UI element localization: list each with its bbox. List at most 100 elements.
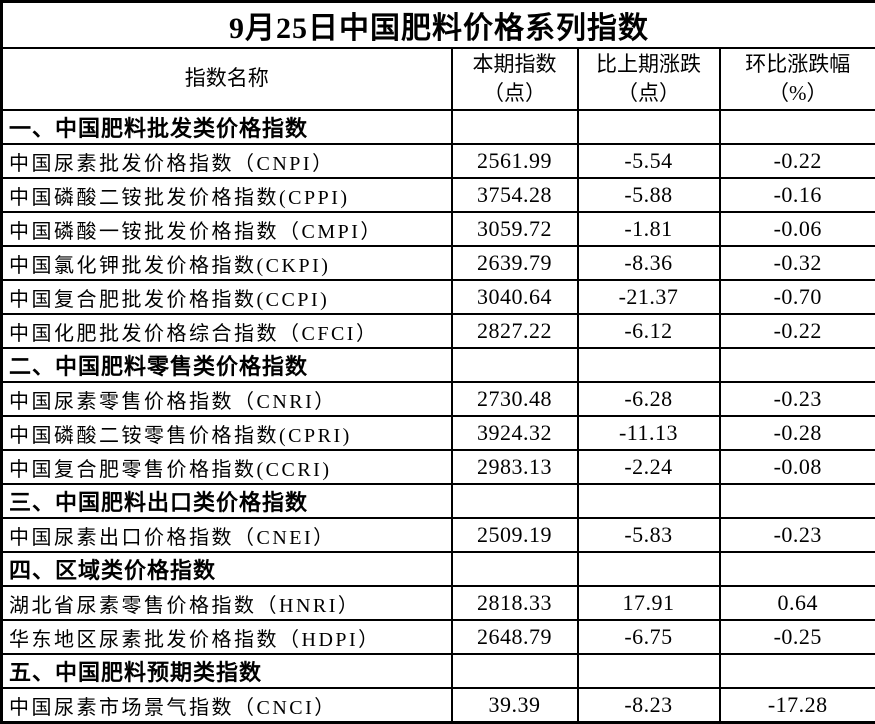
- empty-cell: [578, 654, 720, 688]
- table-row: 华东地区尿素批发价格指数（HDPI）2648.79-6.75-0.25: [2, 620, 875, 654]
- change-cell: -2.24: [578, 450, 720, 484]
- change-cell: 17.91: [578, 586, 720, 620]
- pct-change-cell: -0.06: [720, 212, 875, 246]
- index-name-cell: 中国尿素批发价格指数（CNPI）: [2, 144, 452, 178]
- pct-change-cell: -0.23: [720, 518, 875, 552]
- empty-cell: [578, 484, 720, 518]
- column-header-index-name: 指数名称: [2, 48, 452, 110]
- current-index-cell: 2639.79: [452, 246, 578, 280]
- empty-cell: [452, 348, 578, 382]
- change-cell: -5.54: [578, 144, 720, 178]
- column-header-change: 比上期涨跌 （点）: [578, 48, 720, 110]
- empty-cell: [578, 110, 720, 144]
- current-index-cell: 39.39: [452, 688, 578, 723]
- index-name-cell: 中国复合肥零售价格指数(CCRI): [2, 450, 452, 484]
- empty-cell: [720, 110, 875, 144]
- index-name-cell: 中国磷酸二铵零售价格指数(CPRI): [2, 416, 452, 450]
- current-index-cell: 2730.48: [452, 382, 578, 416]
- change-cell: -5.88: [578, 178, 720, 212]
- table-row: 中国磷酸二铵批发价格指数(CPPI)3754.28-5.88-0.16: [2, 178, 875, 212]
- change-cell: -8.36: [578, 246, 720, 280]
- column-header-row: 指数名称 本期指数 （点） 比上期涨跌 （点） 环比涨跌幅 （%）: [2, 48, 875, 110]
- table-row: 中国尿素批发价格指数（CNPI）2561.99-5.54-0.22: [2, 144, 875, 178]
- pct-change-cell: -17.28: [720, 688, 875, 723]
- current-index-cell: 2818.33: [452, 586, 578, 620]
- empty-cell: [720, 654, 875, 688]
- table-row: 中国尿素零售价格指数（CNRI）2730.48-6.28-0.23: [2, 382, 875, 416]
- table-row: 中国复合肥零售价格指数(CCRI)2983.13-2.24-0.08: [2, 450, 875, 484]
- table-row: 中国复合肥批发价格指数(CCPI)3040.64-21.37-0.70: [2, 280, 875, 314]
- empty-cell: [578, 552, 720, 586]
- pct-change-cell: -0.23: [720, 382, 875, 416]
- index-name-cell: 中国氯化钾批发价格指数(CKPI): [2, 246, 452, 280]
- table-row: 中国化肥批发价格综合指数（CFCI）2827.22-6.12-0.22: [2, 314, 875, 348]
- pct-change-cell: -0.28: [720, 416, 875, 450]
- current-index-cell: 2561.99: [452, 144, 578, 178]
- current-index-cell: 2983.13: [452, 450, 578, 484]
- section-header-label: 二、中国肥料零售类价格指数: [2, 348, 452, 382]
- change-cell: -6.75: [578, 620, 720, 654]
- pct-change-cell: -0.32: [720, 246, 875, 280]
- page-title: 9月25日中国肥料价格系列指数: [2, 2, 875, 49]
- section-header-row: 五、中国肥料预期类指数: [2, 654, 875, 688]
- table-row: 中国尿素出口价格指数（CNEI）2509.19-5.83-0.23: [2, 518, 875, 552]
- current-index-cell: 3924.32: [452, 416, 578, 450]
- section-header-row: 二、中国肥料零售类价格指数: [2, 348, 875, 382]
- index-name-cell: 中国磷酸二铵批发价格指数(CPPI): [2, 178, 452, 212]
- change-cell: -8.23: [578, 688, 720, 723]
- column-header-unit: （%）: [721, 79, 875, 108]
- change-cell: -5.83: [578, 518, 720, 552]
- empty-cell: [578, 348, 720, 382]
- pct-change-cell: -0.22: [720, 314, 875, 348]
- section-header-row: 三、中国肥料出口类价格指数: [2, 484, 875, 518]
- empty-cell: [452, 110, 578, 144]
- pct-change-cell: -0.16: [720, 178, 875, 212]
- column-header-unit: （点）: [453, 79, 577, 108]
- table-row: 中国磷酸一铵批发价格指数（CMPI）3059.72-1.81-0.06: [2, 212, 875, 246]
- empty-cell: [720, 552, 875, 586]
- change-cell: -6.28: [578, 382, 720, 416]
- index-name-cell: 湖北省尿素零售价格指数（HNRI）: [2, 586, 452, 620]
- current-index-cell: 2648.79: [452, 620, 578, 654]
- pct-change-cell: -0.25: [720, 620, 875, 654]
- change-cell: -6.12: [578, 314, 720, 348]
- pct-change-cell: -0.70: [720, 280, 875, 314]
- column-header-label: 比上期涨跌: [579, 50, 719, 79]
- section-header-row: 一、中国肥料批发类价格指数: [2, 110, 875, 144]
- empty-cell: [720, 484, 875, 518]
- title-row: 9月25日中国肥料价格系列指数: [2, 2, 875, 49]
- empty-cell: [452, 484, 578, 518]
- index-name-cell: 中国复合肥批发价格指数(CCPI): [2, 280, 452, 314]
- empty-cell: [720, 348, 875, 382]
- section-header-label: 一、中国肥料批发类价格指数: [2, 110, 452, 144]
- table-row: 中国尿素市场景气指数（CNCI）39.39-8.23-17.28: [2, 688, 875, 723]
- index-name-cell: 中国磷酸一铵批发价格指数（CMPI）: [2, 212, 452, 246]
- current-index-cell: 3040.64: [452, 280, 578, 314]
- section-header-label: 四、区域类价格指数: [2, 552, 452, 586]
- change-cell: -21.37: [578, 280, 720, 314]
- index-name-cell: 中国化肥批发价格综合指数（CFCI）: [2, 314, 452, 348]
- current-index-cell: 2827.22: [452, 314, 578, 348]
- index-name-cell: 华东地区尿素批发价格指数（HDPI）: [2, 620, 452, 654]
- index-name-cell: 中国尿素零售价格指数（CNRI）: [2, 382, 452, 416]
- index-name-cell: 中国尿素出口价格指数（CNEI）: [2, 518, 452, 552]
- table-row: 中国氯化钾批发价格指数(CKPI)2639.79-8.36-0.32: [2, 246, 875, 280]
- column-header-label: 本期指数: [453, 50, 577, 79]
- section-header-label: 三、中国肥料出口类价格指数: [2, 484, 452, 518]
- pct-change-cell: 0.64: [720, 586, 875, 620]
- column-header-label: 环比涨跌幅: [721, 50, 875, 79]
- pct-change-cell: -0.22: [720, 144, 875, 178]
- section-header-row: 四、区域类价格指数: [2, 552, 875, 586]
- empty-cell: [452, 654, 578, 688]
- index-name-cell: 中国尿素市场景气指数（CNCI）: [2, 688, 452, 723]
- current-index-cell: 3754.28: [452, 178, 578, 212]
- table-row: 中国磷酸二铵零售价格指数(CPRI)3924.32-11.13-0.28: [2, 416, 875, 450]
- column-header-pct-change: 环比涨跌幅 （%）: [720, 48, 875, 110]
- column-header-unit: （点）: [579, 79, 719, 108]
- current-index-cell: 2509.19: [452, 518, 578, 552]
- change-cell: -1.81: [578, 212, 720, 246]
- pct-change-cell: -0.08: [720, 450, 875, 484]
- empty-cell: [452, 552, 578, 586]
